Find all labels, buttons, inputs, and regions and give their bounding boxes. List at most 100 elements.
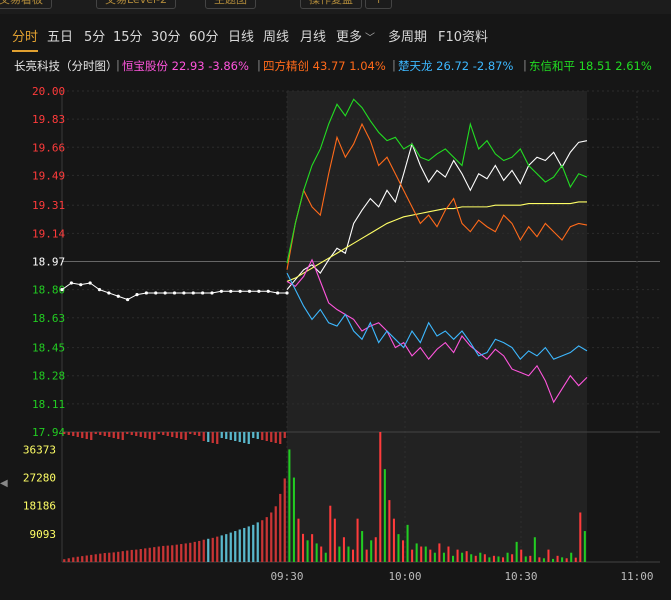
auction-imbalance-bar	[99, 432, 102, 435]
period-60min[interactable]: 60分	[189, 30, 219, 45]
legend-item-sifang[interactable]: 四方精创 43.77 1.04%	[263, 59, 386, 73]
period-intraday[interactable]: 分时	[12, 26, 39, 52]
add-tab-button[interactable]: +	[365, 0, 393, 9]
period-5min[interactable]: 5分	[84, 30, 106, 45]
tab-theme-map[interactable]: 主题图	[205, 0, 256, 9]
auction-volume-bar	[103, 553, 106, 562]
auction-volume-bar	[279, 493, 282, 562]
session-volume-bar	[292, 477, 295, 562]
legend-item-hengbao[interactable]: 恒宝股份 22.93 -3.86%	[122, 59, 249, 73]
auction-imbalance-bar	[117, 432, 120, 439]
auction-volume-bar	[112, 552, 115, 562]
time-tick-label: 10:30	[504, 570, 537, 583]
session-volume-bar	[524, 556, 527, 562]
auction-imbalance-bar	[72, 432, 75, 436]
auction-imbalance-bar	[211, 432, 214, 443]
legend-item-dongxin[interactable]: 东信和平 18.51 2.61%	[529, 59, 652, 73]
session-volume-bar	[411, 549, 414, 562]
session-volume-bar	[452, 555, 455, 562]
auction-imbalance-bar	[229, 432, 232, 440]
session-volume-bar	[492, 555, 495, 562]
period-more[interactable]: 更多 ﹀	[336, 26, 375, 45]
auction-price-point	[97, 288, 102, 292]
session-volume-bar	[306, 540, 309, 562]
session-volume-bar	[497, 556, 500, 562]
tab-trade-level2[interactable]: 交易Level-2	[96, 0, 177, 9]
auction-volume-bar	[126, 550, 129, 562]
series-line	[286, 98, 588, 264]
session-volume-bar	[433, 552, 436, 562]
auction-price-point	[163, 291, 167, 295]
auction-volume-bar	[234, 531, 237, 562]
period-15min[interactable]: 15分	[113, 30, 143, 45]
auction-volume-bar	[90, 554, 93, 562]
volume-tick-label: 27280	[23, 472, 56, 485]
session-volume-bar	[447, 546, 450, 562]
price-tick-label: 18.11	[32, 398, 65, 411]
session-volume-bar	[479, 552, 482, 562]
session-volume-bar	[333, 518, 336, 562]
auction-volume-bar	[117, 551, 120, 562]
session-volume-bar	[442, 552, 445, 562]
session-volume-bar	[297, 518, 300, 562]
auction-imbalance-bar	[243, 432, 246, 443]
auction-price-line	[61, 282, 287, 301]
auction-volume-bar	[252, 524, 255, 562]
session-volume-bar	[352, 549, 355, 562]
auction-imbalance-bar	[225, 432, 228, 439]
session-volume-bar	[311, 534, 314, 562]
auction-imbalance-bar	[193, 432, 196, 435]
auction-volume-bar	[247, 526, 250, 562]
auction-volume-bar	[108, 552, 111, 562]
session-volume-bar	[470, 554, 473, 562]
auction-imbalance-bar	[171, 432, 174, 437]
auction-volume-bar	[229, 532, 232, 562]
top-tab-strip: 交易看板 交易Level-2 主题图 操作复盘 +	[0, 0, 671, 14]
period-multi[interactable]: 多周期	[388, 30, 428, 45]
auction-volume-bar	[135, 549, 138, 562]
session-volume-bar	[370, 540, 373, 562]
session-volume-bar	[388, 500, 391, 562]
auction-imbalance-bar	[153, 432, 156, 440]
tab-trade-board[interactable]: 交易看板	[0, 0, 52, 9]
period-daily[interactable]: 日线	[228, 30, 255, 45]
volume-tick-label: 9093	[30, 528, 57, 541]
price-tick-label: 19.66	[32, 141, 65, 154]
price-tick-label: 19.83	[32, 113, 65, 126]
auction-volume-bar	[157, 546, 160, 562]
session-volume-bar	[415, 543, 418, 562]
chart-legend: 长亮科技（分时图） | 恒宝股份 22.93 -3.86% | 四方精创 43.…	[14, 58, 652, 73]
auction-price-point	[285, 291, 289, 295]
price-tick-label: 18.97	[32, 256, 65, 269]
auction-volume-bar	[207, 538, 210, 562]
auction-volume-bar	[274, 506, 277, 562]
session-volume-bar	[538, 557, 541, 562]
auction-imbalance-bar	[216, 432, 219, 444]
auction-imbalance-bar	[175, 432, 178, 438]
auction-imbalance-bar	[63, 432, 66, 434]
session-volume-bar	[579, 512, 582, 562]
auction-volume-bar	[162, 545, 165, 562]
auction-volume-bar	[81, 556, 84, 562]
chevron-down-icon: ﹀	[365, 33, 376, 44]
period-monthly[interactable]: 月线	[300, 30, 327, 45]
legend-item-chutianlong[interactable]: 楚天龙 26.72 -2.87%	[398, 59, 514, 73]
auction-price-point	[238, 289, 242, 293]
auction-volume-bar	[67, 558, 70, 562]
session-volume-bar	[347, 546, 350, 562]
session-volume-bar	[288, 449, 291, 562]
series-line	[286, 140, 588, 290]
auction-imbalance-bar	[103, 432, 106, 436]
session-volume-bar	[574, 557, 577, 562]
tab-replay[interactable]: 操作复盘	[300, 0, 362, 9]
collapse-left-icon[interactable]: ◀	[0, 478, 8, 489]
auction-volume-bar	[99, 553, 102, 562]
period-selector: 分时 五日 5分 15分 30分 60分 日线 周线 月线 更多 ﹀ 多周期 F1…	[0, 22, 671, 52]
auction-volume-bar	[270, 512, 273, 562]
series-line	[286, 122, 588, 270]
period-weekly[interactable]: 周线	[263, 30, 290, 45]
period-five-day[interactable]: 五日	[47, 30, 74, 45]
auction-price-point	[144, 291, 148, 295]
period-30min[interactable]: 30分	[151, 30, 181, 45]
f10-info[interactable]: F10资料	[438, 30, 489, 45]
